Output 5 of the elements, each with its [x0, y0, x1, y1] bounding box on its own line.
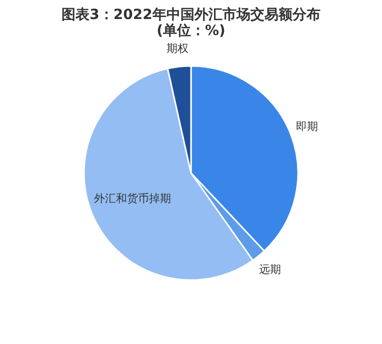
slice-label: 远期 — [259, 262, 282, 276]
slice-label: 外汇和货币掉期 — [94, 192, 171, 206]
slice-label: 即期 — [296, 120, 318, 133]
chart-title: 图表3：2022年中国外汇市场交易额分布(单位：%) — [62, 6, 320, 39]
slice-label: 期权 — [166, 42, 188, 55]
